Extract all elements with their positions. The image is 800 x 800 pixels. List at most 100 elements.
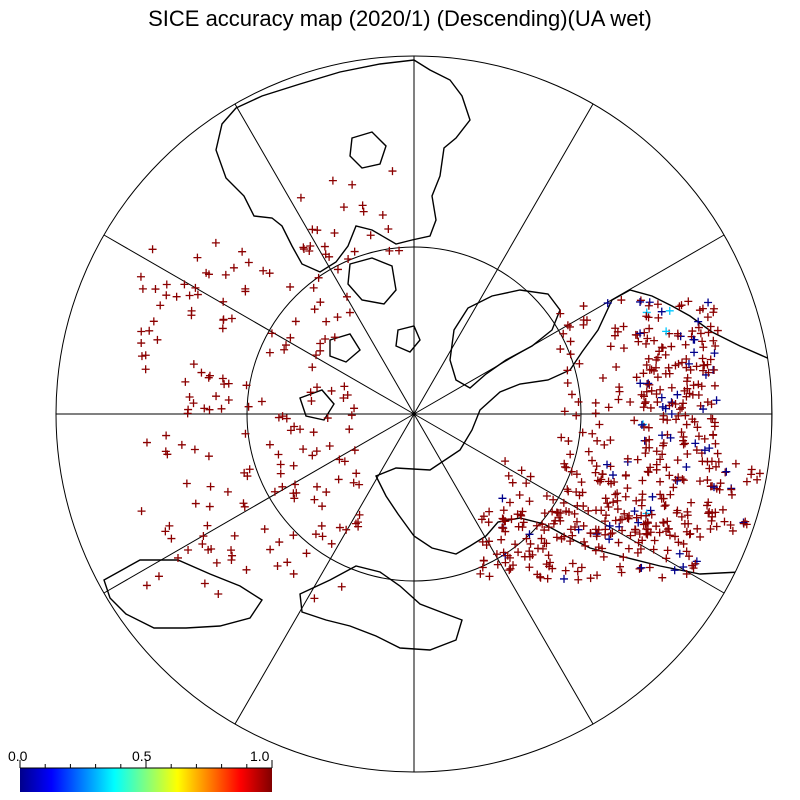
- observation-marker: [345, 308, 354, 317]
- observation-marker: [556, 309, 565, 318]
- observation-marker: [546, 558, 555, 567]
- observation-marker: [145, 326, 154, 335]
- observation-marker: [639, 369, 648, 378]
- observation-marker: [274, 413, 283, 422]
- observation-marker: [513, 510, 522, 519]
- observation-marker: [579, 302, 588, 311]
- observation-marker: [619, 344, 628, 353]
- observation-marker: [316, 339, 325, 348]
- observation-marker: [193, 253, 202, 262]
- observation-marker: [538, 544, 547, 553]
- observation-marker: [677, 512, 686, 521]
- observation-marker: [656, 490, 665, 499]
- observation-marker: [335, 455, 344, 464]
- observation-marker: [712, 396, 721, 405]
- observation-marker: [646, 403, 655, 412]
- observation-marker: [659, 519, 668, 528]
- observation-marker: [200, 404, 209, 413]
- meridian-line: [413, 413, 725, 594]
- observation-marker: [276, 460, 285, 469]
- observation-marker: [286, 426, 295, 435]
- observation-marker: [616, 515, 625, 524]
- observation-marker: [560, 459, 569, 468]
- observation-marker: [665, 531, 674, 540]
- observation-marker: [708, 414, 717, 423]
- observation-marker: [538, 520, 547, 529]
- observation-marker: [615, 387, 624, 396]
- observation-marker: [543, 574, 552, 583]
- observation-marker: [327, 539, 336, 548]
- observation-marker: [753, 475, 762, 484]
- observation-marker: [636, 297, 645, 306]
- observation-marker: [711, 341, 720, 350]
- observation-marker: [296, 193, 305, 202]
- observation-marker: [518, 523, 527, 532]
- observation-marker: [722, 467, 731, 476]
- observation-marker: [635, 564, 644, 573]
- observation-marker: [712, 522, 721, 531]
- observation-marker: [674, 331, 683, 340]
- observation-marker: [317, 521, 326, 530]
- observation-marker: [700, 446, 709, 455]
- observation-marker: [666, 490, 675, 499]
- observation-marker: [566, 350, 575, 359]
- observation-marker: [662, 463, 671, 472]
- observation-marker: [691, 559, 700, 568]
- observation-marker: [653, 353, 662, 362]
- observation-marker: [643, 525, 652, 534]
- observation-marker: [257, 397, 266, 406]
- observation-marker: [642, 360, 651, 369]
- observation-marker: [727, 485, 736, 494]
- observation-marker: [688, 327, 697, 336]
- observation-marker: [572, 411, 581, 420]
- observation-marker: [286, 282, 295, 291]
- observation-marker: [605, 535, 614, 544]
- observation-marker: [189, 399, 198, 408]
- observation-marker: [492, 550, 501, 559]
- observation-marker: [617, 296, 626, 305]
- observation-marker: [624, 544, 633, 553]
- observation-marker: [637, 511, 646, 520]
- observation-marker: [493, 560, 502, 569]
- coastline-siberia: [375, 289, 772, 575]
- observation-marker: [632, 513, 641, 522]
- observation-marker: [698, 304, 707, 313]
- observation-marker: [162, 291, 171, 300]
- observation-marker: [718, 505, 727, 514]
- observation-marker: [699, 343, 708, 352]
- observation-marker: [645, 298, 654, 307]
- observation-marker: [634, 518, 643, 527]
- coastline-islands-2: [329, 333, 361, 363]
- observation-marker: [162, 280, 171, 289]
- observation-marker: [289, 461, 298, 470]
- observation-marker: [662, 327, 671, 336]
- observation-marker: [693, 524, 702, 533]
- observation-marker: [621, 471, 630, 480]
- observation-marker: [507, 515, 516, 524]
- observation-marker: [637, 563, 646, 572]
- observation-marker: [181, 377, 190, 386]
- observation-marker: [644, 313, 653, 322]
- observation-marker: [685, 530, 694, 539]
- observation-marker: [713, 326, 722, 335]
- observation-marker: [308, 451, 317, 460]
- observation-marker: [694, 323, 703, 332]
- observation-marker: [327, 386, 336, 395]
- observation-marker: [699, 405, 708, 414]
- observation-marker: [290, 494, 299, 503]
- observation-marker: [638, 476, 647, 485]
- observation-marker: [560, 407, 569, 416]
- observation-marker: [274, 450, 283, 459]
- observation-marker: [653, 398, 662, 407]
- observation-marker: [704, 298, 713, 307]
- observation-marker: [203, 521, 212, 530]
- observation-marker: [672, 508, 681, 517]
- observation-marker: [709, 304, 718, 313]
- observation-marker: [592, 462, 601, 471]
- observation-marker: [682, 355, 691, 364]
- observation-marker: [211, 238, 220, 247]
- observation-marker: [608, 471, 617, 480]
- observation-marker: [224, 379, 233, 388]
- observation-marker: [709, 308, 718, 317]
- observation-marker: [665, 306, 674, 315]
